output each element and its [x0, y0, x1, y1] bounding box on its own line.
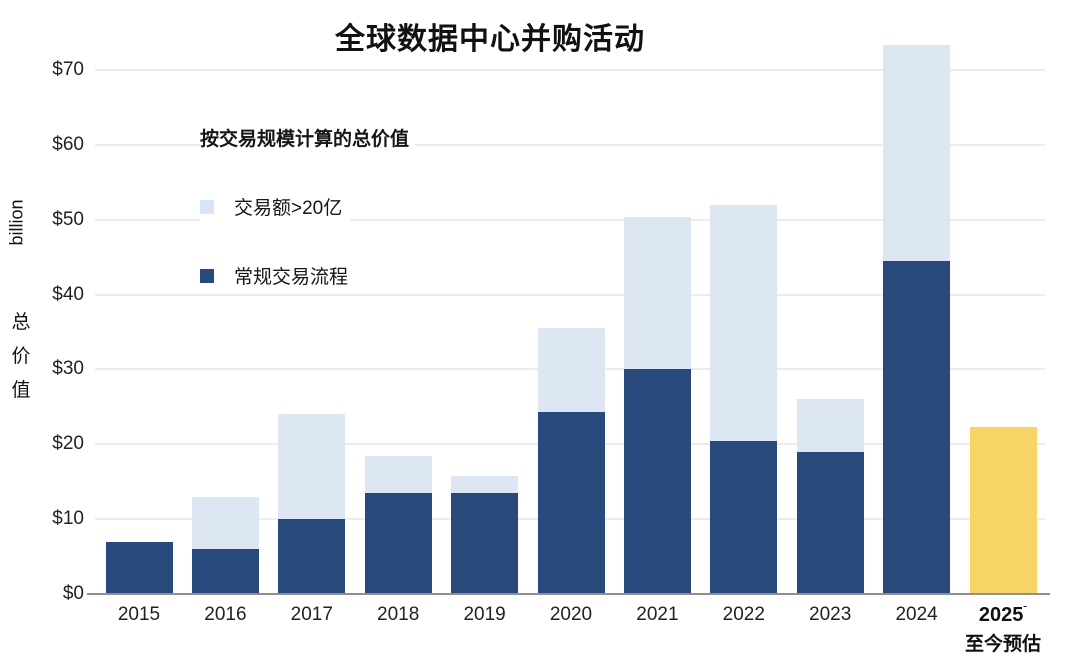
bar-segment-regular-2019	[451, 492, 519, 594]
bar-2018	[364, 455, 432, 594]
bar-segment-large-deals-2016	[191, 496, 259, 550]
bar-segment-large-deals-2023	[796, 399, 864, 452]
legend-swatch-large-deals-icon	[200, 199, 214, 214]
bar-2021	[623, 217, 691, 594]
chart-title: 全球数据中心并购活动	[335, 23, 645, 56]
gridline-60	[95, 143, 1045, 146]
bar-segment-large-deals-2018	[364, 455, 432, 493]
bar-segment-regular-2017	[278, 519, 346, 594]
legend-item-large-deals: 交易额>20亿	[200, 191, 351, 222]
legend-title: 按交易规模计算的总价值	[200, 122, 416, 153]
footnote-mark: ˉ	[1023, 604, 1028, 617]
bar-segment-regular-2015	[105, 541, 173, 594]
bar-segment-regular-2018	[364, 492, 432, 594]
bar-segment-regular-2022	[710, 440, 778, 594]
bar-segment-regular-2021	[623, 369, 691, 594]
bar-2023	[796, 399, 864, 594]
x-axis-label-2022: 2022	[722, 604, 765, 625]
bar-segment-large-deals-2021	[623, 217, 691, 370]
x-axis-line	[87, 593, 1050, 595]
gridline-50	[95, 218, 1045, 221]
legend-swatch-regular-icon	[200, 268, 214, 283]
bar-2022	[710, 204, 778, 594]
bar-segment-large-deals-2022	[710, 204, 778, 441]
x-axis-label-2024: 2024	[895, 604, 938, 625]
x-axis-label-2016: 2016	[204, 604, 247, 625]
y-tick-label-20: $20	[52, 433, 84, 455]
x-axis-label-2020: 2020	[549, 604, 593, 625]
y-tick-label-0: $0	[62, 583, 84, 604]
bar-segment-large-deals-2019	[451, 475, 519, 493]
bar-2020	[537, 328, 605, 594]
bar-2016	[191, 496, 259, 594]
y-tick-label-50: $50	[52, 208, 84, 230]
legend-label-large-deals: 交易额>20亿	[234, 198, 343, 219]
gridline-40	[95, 293, 1045, 296]
y-tick-label-40: $40	[52, 283, 84, 305]
legend-label-regular: 常规交易流程	[234, 267, 349, 288]
bar-segment-estimate-2025	[969, 427, 1037, 594]
y-tick-label-70: $70	[52, 59, 84, 80]
gridline-70	[95, 69, 1045, 71]
x-axis-label-2023: 2023	[809, 604, 852, 625]
bar-segment-regular-2024	[883, 260, 951, 594]
x-axis-label-2017: 2017	[290, 604, 333, 625]
y-axis-title: 总价值	[11, 312, 31, 401]
bar-segment-regular-2016	[191, 549, 259, 594]
bar-2015	[105, 541, 173, 594]
bar-segment-large-deals-2024	[883, 45, 951, 261]
bar-2017	[278, 414, 346, 594]
plot-area	[87, 45, 1050, 595]
bar-2024	[883, 45, 951, 594]
x-axis-label-2018: 2018	[377, 604, 420, 625]
legend: 按交易规模计算的总价值 交易额>20亿 常规交易流程	[200, 122, 416, 291]
x-axis-label-2025: 2025ˉ 至今预估	[948, 604, 1058, 656]
x-axis-label-2015: 2015	[117, 604, 161, 625]
legend-item-regular: 常规交易流程	[200, 260, 357, 291]
y-tick-label-30: $30	[52, 358, 84, 380]
bar-segment-regular-2023	[796, 451, 864, 594]
y-tick-label-60: $60	[52, 133, 84, 155]
bar-2019	[451, 475, 519, 594]
bar-2025	[969, 427, 1037, 594]
x-axis-label-2019: 2019	[463, 604, 506, 625]
bar-segment-regular-2020	[537, 412, 605, 594]
x-axis-sublabel: 至今预估	[964, 634, 1041, 655]
y-tick-label-10: $10	[52, 508, 84, 530]
bar-segment-large-deals-2017	[278, 414, 346, 520]
x-axis-label-2021: 2021	[636, 604, 679, 625]
bar-segment-large-deals-2020	[537, 328, 605, 413]
